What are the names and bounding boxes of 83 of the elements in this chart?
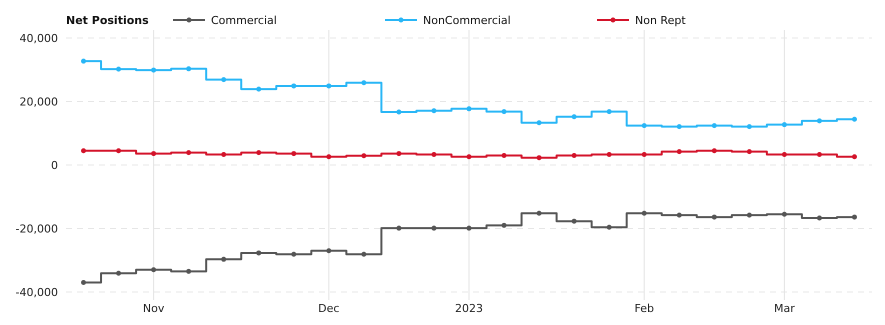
x-tick-label: 2023 <box>455 302 483 315</box>
point <box>291 252 296 257</box>
y-tick-label: 40,000 <box>20 32 58 45</box>
point <box>396 226 402 231</box>
point <box>256 86 262 92</box>
x-tick-label: Feb <box>634 302 654 315</box>
point <box>151 267 156 272</box>
point <box>502 222 507 228</box>
point <box>536 120 542 126</box>
point <box>361 80 366 86</box>
point <box>326 248 332 254</box>
point <box>606 109 612 114</box>
point <box>606 224 612 230</box>
point <box>361 153 366 158</box>
point <box>642 210 647 216</box>
point <box>396 109 402 114</box>
point <box>116 66 122 72</box>
point <box>221 152 226 158</box>
point <box>782 152 787 158</box>
legend-label: NonCommercial <box>423 14 511 27</box>
point <box>396 151 402 156</box>
point <box>466 106 472 112</box>
x-tick-label: Nov <box>142 302 165 315</box>
point <box>782 122 787 128</box>
point <box>466 226 472 231</box>
point <box>186 268 192 274</box>
point <box>256 250 262 256</box>
point <box>572 114 577 120</box>
point <box>816 118 822 124</box>
y-tick-label: 0 <box>51 158 58 172</box>
point <box>291 151 296 156</box>
point <box>746 124 752 130</box>
point <box>326 154 332 160</box>
point <box>852 214 857 220</box>
point <box>642 123 647 128</box>
point <box>221 256 226 262</box>
point <box>502 109 507 114</box>
point <box>186 66 192 72</box>
x-tick-label: Mar <box>774 302 796 315</box>
point <box>431 108 436 114</box>
point <box>572 152 577 158</box>
point <box>816 216 822 221</box>
point <box>852 154 857 160</box>
point <box>151 151 156 156</box>
point <box>536 210 542 216</box>
point <box>746 212 752 218</box>
point <box>606 152 612 158</box>
point <box>712 214 717 220</box>
legend-title: Net Positions <box>66 14 150 27</box>
x-tick-label: Dec <box>318 302 340 315</box>
point <box>852 116 857 122</box>
point <box>116 270 122 276</box>
point <box>502 152 507 158</box>
point <box>431 152 436 158</box>
point <box>712 123 717 128</box>
point <box>642 152 647 158</box>
y-tick-label: -20,000 <box>16 222 58 236</box>
point <box>361 252 366 257</box>
point <box>151 68 156 73</box>
point <box>81 280 86 285</box>
y-tick-label: 20,000 <box>20 95 58 108</box>
point <box>816 152 822 158</box>
point <box>431 226 436 231</box>
point <box>782 212 787 217</box>
point <box>746 149 752 154</box>
point <box>81 58 86 64</box>
point <box>572 218 577 224</box>
point <box>116 148 122 154</box>
point <box>291 83 296 88</box>
point <box>221 77 226 82</box>
point <box>536 155 542 160</box>
legend-label: Commercial <box>211 14 277 27</box>
legend-label: Non Rept <box>635 14 686 27</box>
point <box>676 124 682 130</box>
point <box>466 154 472 160</box>
point <box>712 148 717 154</box>
point <box>326 83 332 88</box>
point <box>81 148 86 154</box>
point <box>676 212 682 218</box>
point <box>256 150 262 156</box>
point <box>186 150 192 156</box>
point <box>676 149 682 154</box>
y-tick-label: -40,000 <box>16 286 58 299</box>
